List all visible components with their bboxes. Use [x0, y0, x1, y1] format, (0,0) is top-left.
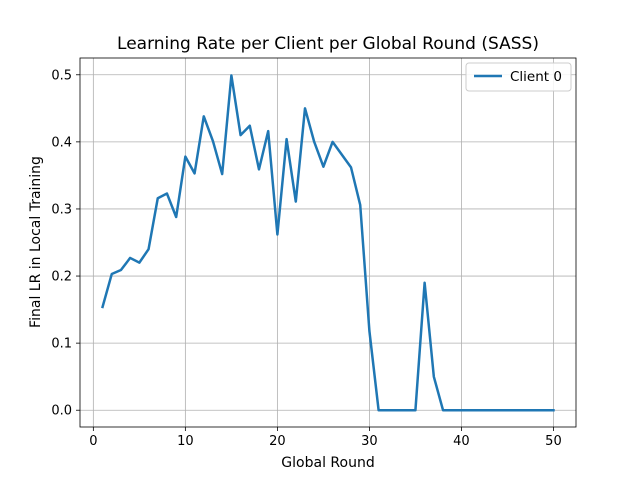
legend: Client 0	[465, 62, 572, 92]
y-tick-label: 0.4	[51, 135, 72, 150]
plot-frame	[79, 57, 577, 428]
x-tick-label: 20	[269, 434, 286, 449]
x-tick-label: 10	[177, 434, 194, 449]
x-tick-label: 0	[89, 434, 97, 449]
legend-box	[465, 62, 572, 92]
y-tick-label: 0.5	[51, 68, 72, 83]
y-tick-label: 0.1	[51, 337, 72, 352]
series-layer	[101, 74, 555, 412]
y-axis-label: Final LR in Local Training	[28, 156, 44, 328]
y-tick-label: 0.2	[51, 270, 72, 285]
x-tick-label: 30	[361, 434, 378, 449]
grid-lines	[80, 58, 576, 427]
x-axis-label: Global Round	[281, 455, 374, 471]
x-tick-label: 40	[453, 434, 470, 449]
y-tick-label: 0.3	[51, 202, 72, 217]
legend-label-client-0: Client 0	[510, 69, 562, 85]
axis-ticks: 0 10 20 30 40 50 0.0 0.1 0.2 0.3 0.4 0.5	[51, 68, 561, 449]
x-tick-label: 50	[545, 434, 562, 449]
chart-title: Learning Rate per Client per Global Roun…	[117, 34, 539, 54]
y-tick-label: 0.0	[51, 404, 72, 419]
series-line-client-0	[101, 74, 555, 412]
